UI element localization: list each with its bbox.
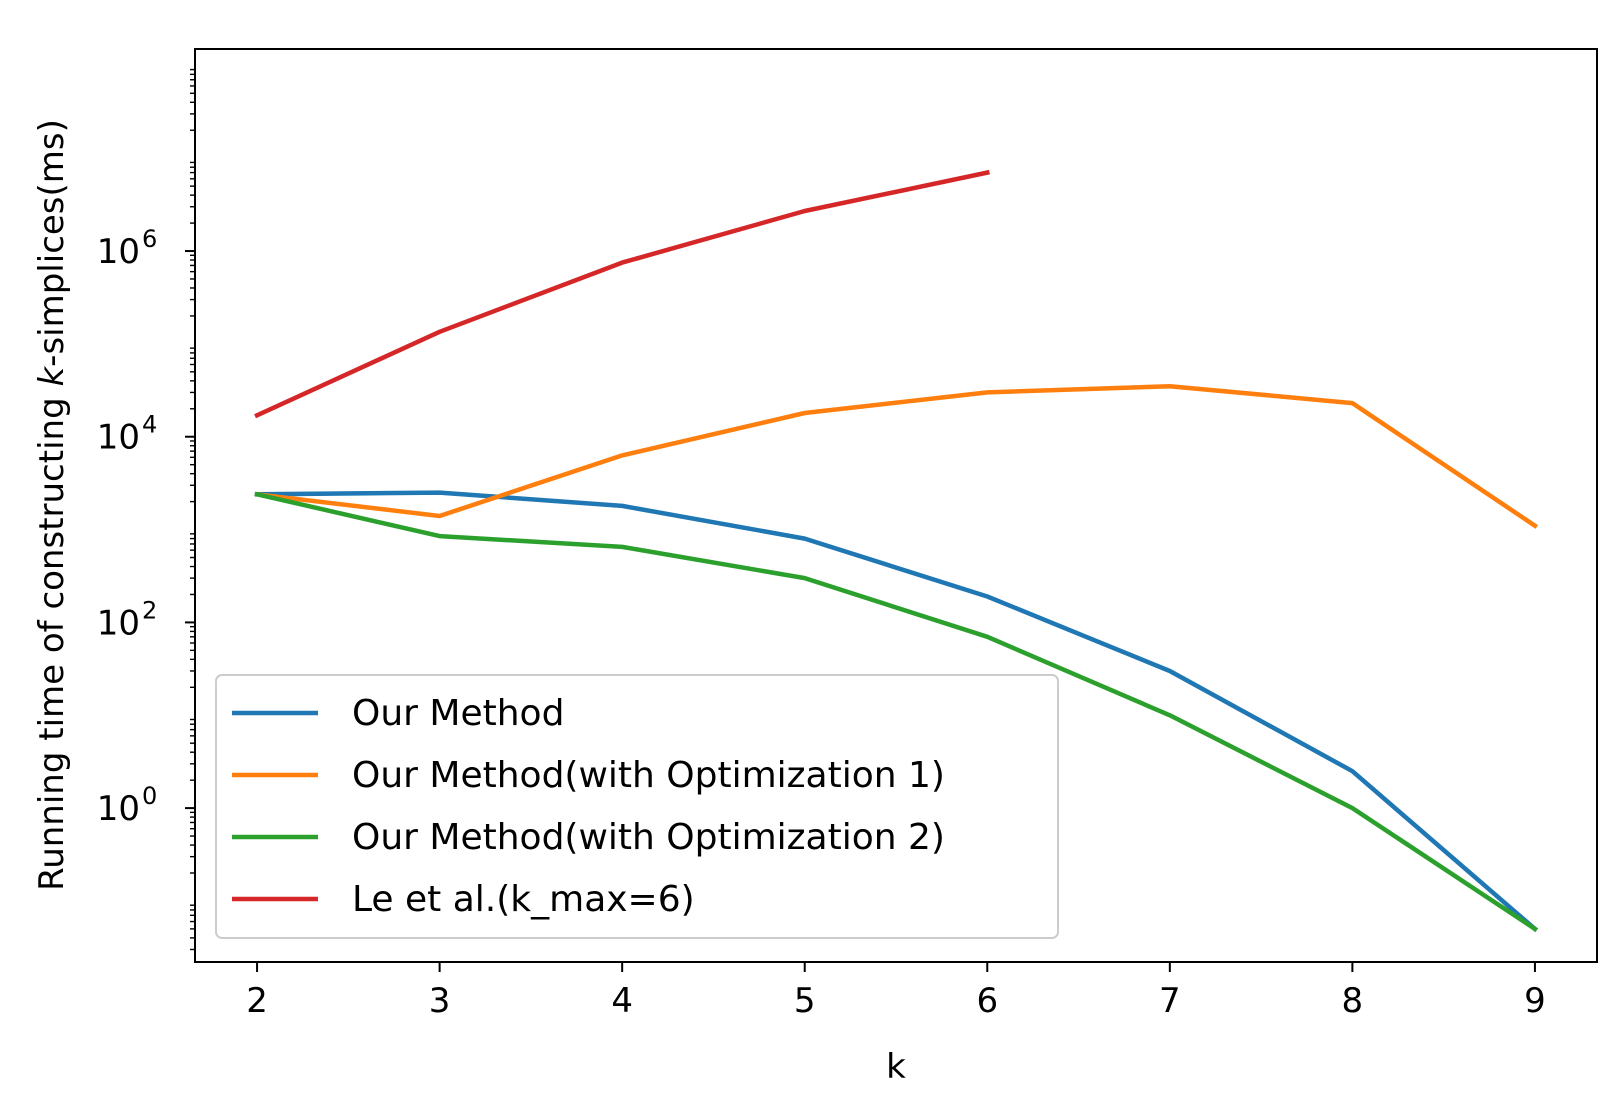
- series-line-3: [254, 491, 1539, 933]
- series-line-1: [254, 490, 1539, 933]
- x-tick-label: 7: [1159, 981, 1181, 1021]
- y-tick-base: 10: [97, 418, 140, 458]
- y-tick-base: 10: [97, 232, 140, 272]
- y-tick-label: 10: [97, 603, 140, 643]
- y-axis-label: Running time of constructing k-simplices…: [32, 119, 72, 891]
- x-tick-label: 5: [794, 981, 816, 1021]
- x-axis: 2 3 4 5 6 7 8 9: [246, 962, 1546, 1021]
- y-tick-label: 10: [97, 418, 140, 458]
- x-tick-label: 2: [246, 981, 268, 1021]
- y-tick-exponent: 6: [142, 225, 157, 253]
- y-axis-label-suffix: -simplices(ms): [32, 119, 72, 367]
- y-tick-exponent: 4: [142, 411, 157, 439]
- series-layer: [254, 169, 1539, 933]
- series-line-4: [254, 169, 990, 419]
- x-tick-label: 8: [1342, 981, 1364, 1021]
- legend-label: Our Method(with Optimization 1): [352, 755, 945, 796]
- legend-label: Our Method(with Optimization 2): [352, 817, 945, 858]
- y-tick-base: 10: [97, 789, 140, 829]
- y-axis-label-prefix: Running time of constructing: [32, 387, 72, 891]
- legend-box: [215, 674, 1059, 939]
- x-tick-label: 4: [611, 981, 633, 1021]
- y-tick-label: 10: [97, 232, 140, 272]
- y-tick-label: 10: [97, 789, 140, 829]
- y-tick-base: 10: [97, 603, 140, 643]
- legend-label: Le et al.(k_max=6): [352, 879, 695, 920]
- legend: Our Method Our Method(with Optimization 1…: [215, 674, 1059, 939]
- x-axis-label: k: [886, 1047, 906, 1087]
- y-tick-exponent: 2: [142, 596, 157, 624]
- x-tick-label: 3: [429, 981, 451, 1021]
- y-axis-label-italic: k: [32, 366, 72, 387]
- legend-label: Our Method: [352, 693, 564, 734]
- y-tick-exponent: 0: [142, 782, 157, 810]
- series-line-2: [254, 383, 1539, 529]
- x-tick-label: 6: [976, 981, 998, 1021]
- x-tick-label: 9: [1524, 981, 1546, 1021]
